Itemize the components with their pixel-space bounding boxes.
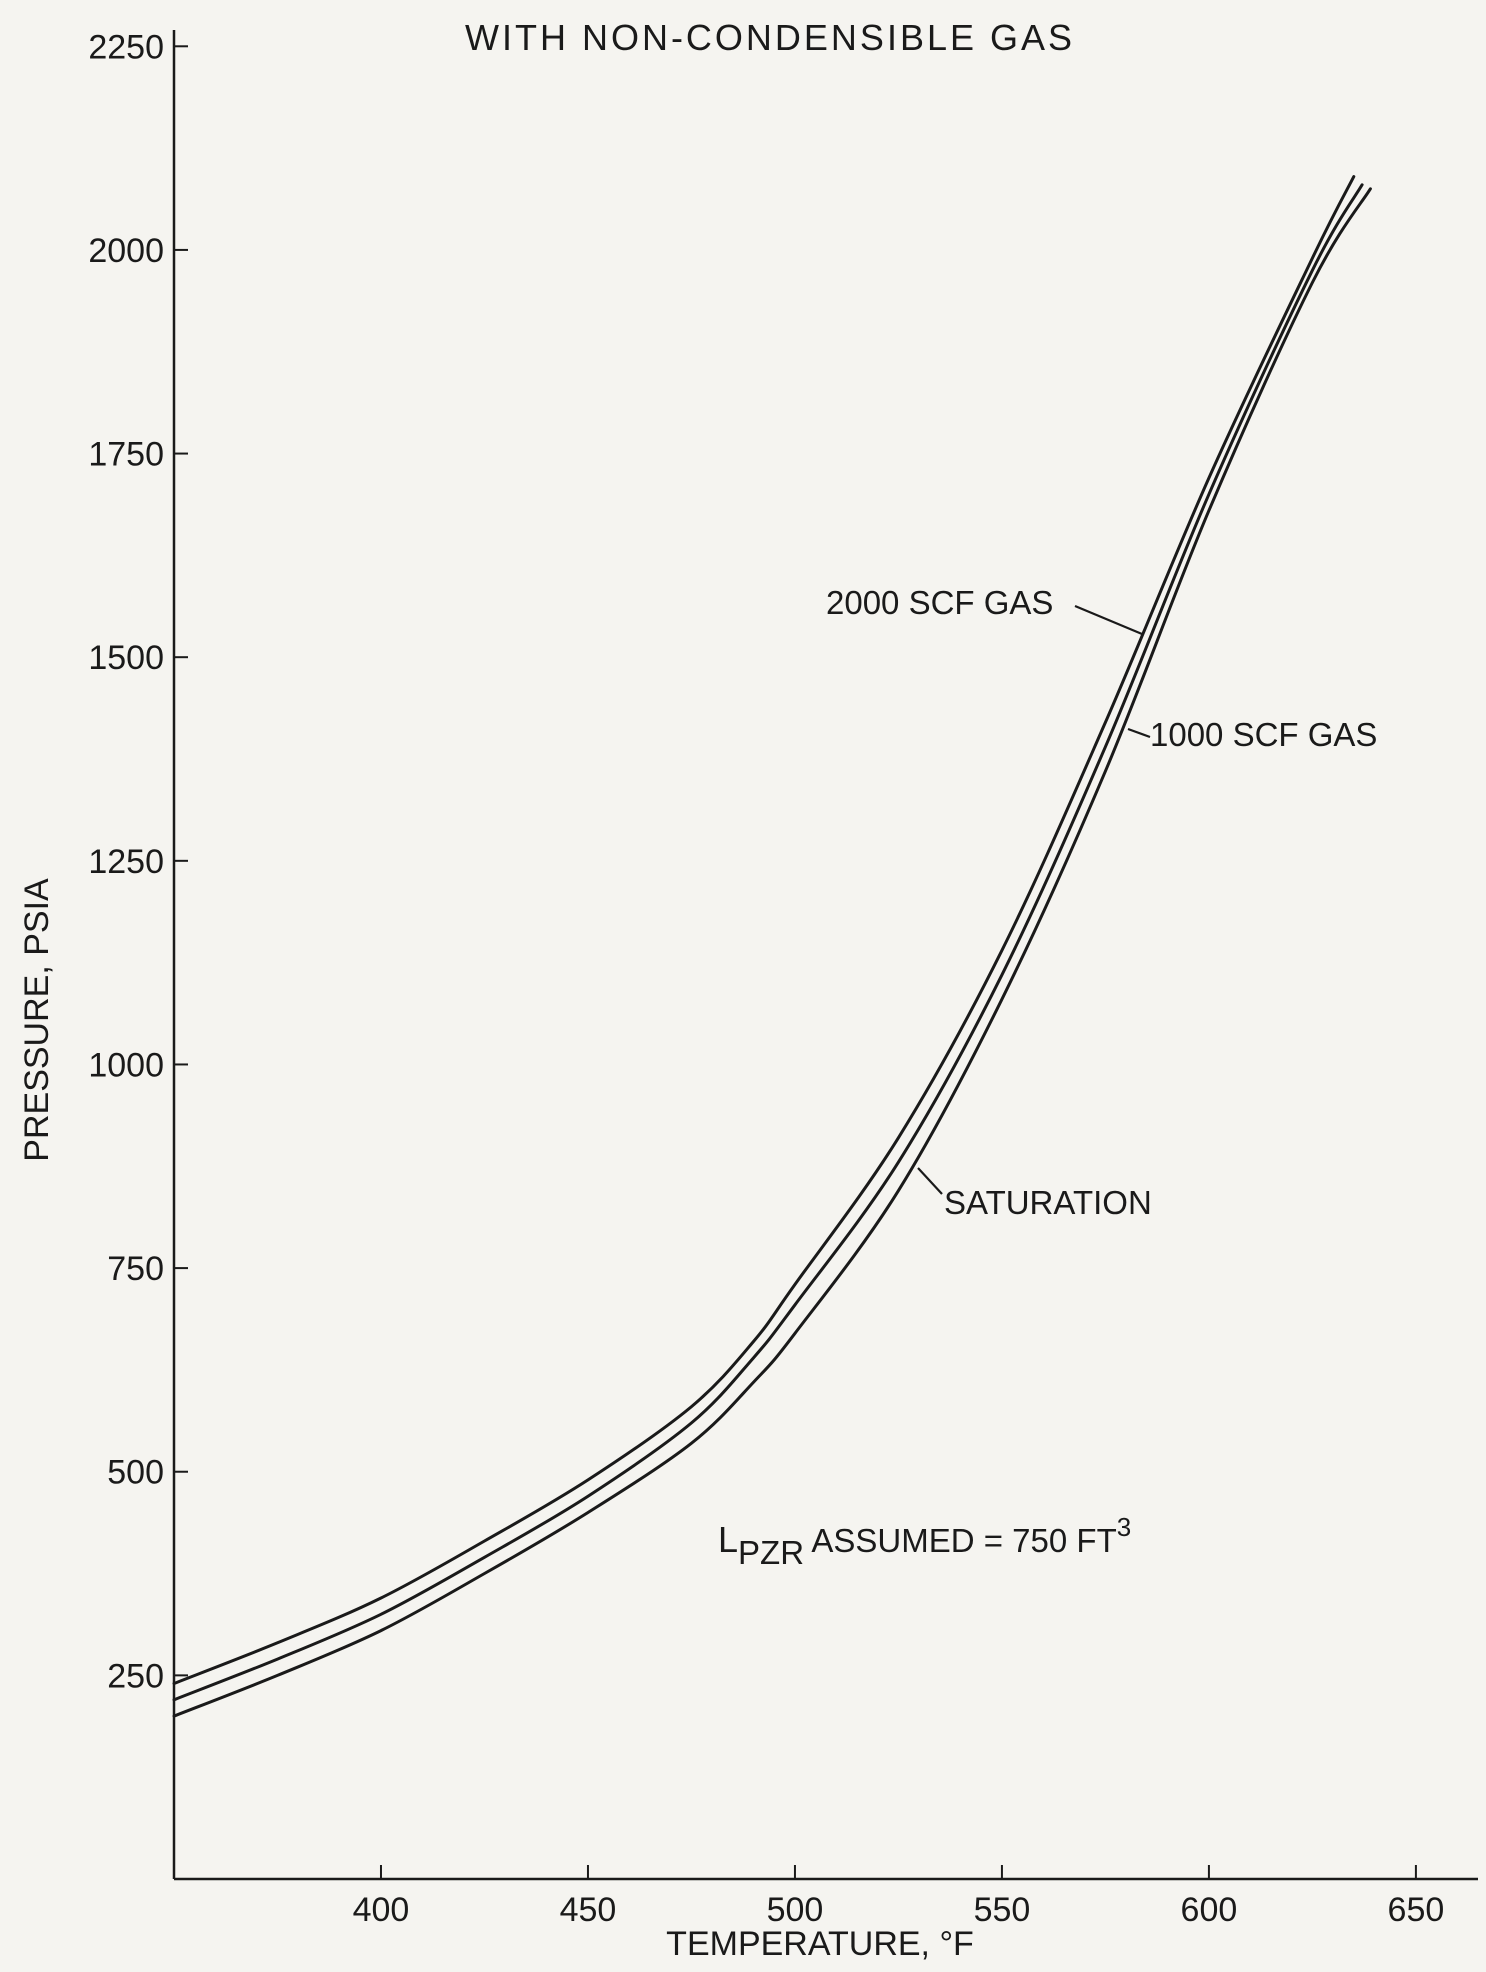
annotation-2000-scf: 2000 SCF GAS xyxy=(826,584,1143,636)
annotation-assumption-text: LPZR ASSUMED = 750 FT3 xyxy=(718,1512,1131,1571)
y-tick-label: 1750 xyxy=(88,436,164,474)
annotation-2000-scf-pointer xyxy=(1074,604,1143,636)
x-tick-label: 650 xyxy=(1388,1891,1445,1929)
series-saturation xyxy=(172,187,1372,1718)
annotation-saturation: SATURATION xyxy=(917,1167,1152,1221)
annotation-saturation-pointer xyxy=(917,1167,943,1195)
x-tick-label: 500 xyxy=(767,1891,824,1929)
y-tick-label: 2250 xyxy=(88,28,164,66)
y-tick-label: 2000 xyxy=(88,232,164,270)
series-1000-scf-gas xyxy=(172,183,1364,1702)
y-tick-label: 1250 xyxy=(88,843,164,881)
x-axis-label: TEMPERATURE, °F xyxy=(666,1925,974,1963)
y-tick-label: 1500 xyxy=(88,639,164,677)
x-tick-label: 450 xyxy=(560,1891,617,1929)
y-tick-label: 1000 xyxy=(88,1046,164,1084)
series-2000-scf-gas xyxy=(172,175,1356,1685)
annotation-1000-scf: 1000 SCF GAS xyxy=(1127,716,1377,753)
annotation-assumption: LPZR ASSUMED = 750 FT3 xyxy=(718,1512,1131,1571)
chart-title: WITH NON-CONDENSIBLE GAS xyxy=(465,17,1075,58)
assumption-prefix: L xyxy=(718,1519,738,1560)
annotation-2000-scf-label: 2000 SCF GAS xyxy=(826,584,1053,621)
y-axis-label: PRESSURE, PSIA xyxy=(18,878,56,1162)
y-tick-label: 500 xyxy=(107,1454,164,1492)
annotation-1000-scf-pointer xyxy=(1127,727,1151,739)
axes xyxy=(172,30,1478,1881)
y-tick-label: 750 xyxy=(107,1250,164,1288)
assumption-main: ASSUMED = 750 FT xyxy=(804,1522,1117,1559)
x-tick-label: 600 xyxy=(1181,1891,1238,1929)
y-tick-label: 250 xyxy=(107,1657,164,1695)
assumption-subscript: PZR xyxy=(738,1534,804,1571)
annotation-1000-scf-label: 1000 SCF GAS xyxy=(1150,716,1377,753)
annotation-saturation-label: SATURATION xyxy=(944,1184,1152,1221)
series-layer xyxy=(172,175,1372,1718)
assumption-superscript: 3 xyxy=(1117,1512,1131,1542)
x-tick-label: 550 xyxy=(974,1891,1031,1929)
x-tick-label: 400 xyxy=(353,1891,410,1929)
y-axis-ticks: 250 500 750 1000 1250 1500 1750 2000 2250 xyxy=(88,28,188,1695)
x-axis-ticks: 400 450 500 550 600 650 xyxy=(353,1865,1445,1929)
